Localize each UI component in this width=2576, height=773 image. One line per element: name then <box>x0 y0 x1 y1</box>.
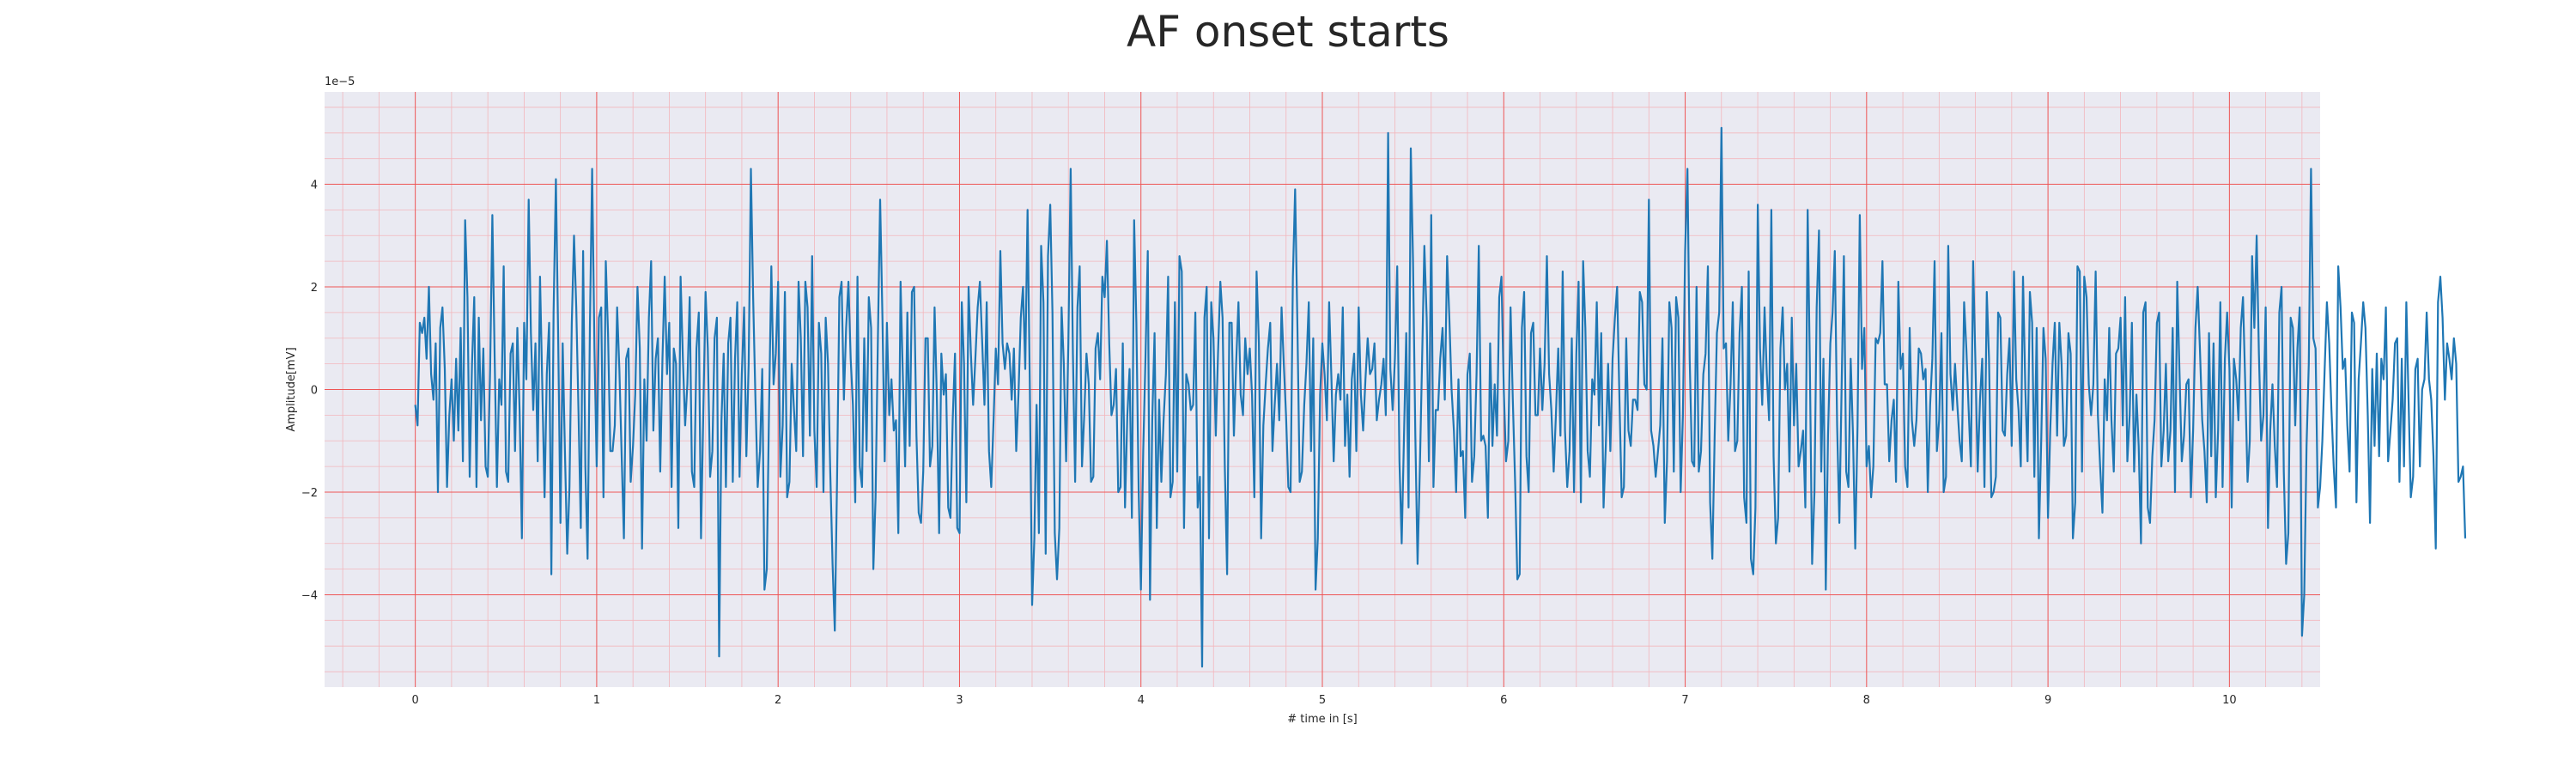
x-tick-label: 9 <box>2044 694 2051 707</box>
y-offset-text: 1e−5 <box>325 76 355 88</box>
y-tick-label: 4 <box>311 180 318 192</box>
y-tick-label: 0 <box>311 385 318 398</box>
x-tick-label: 2 <box>775 694 781 707</box>
x-tick-label: 0 <box>411 694 418 707</box>
x-tick-label: 5 <box>1319 694 1326 707</box>
x-tick-label: 6 <box>1500 694 1507 707</box>
x-tick-label: 10 <box>2222 694 2237 707</box>
series-layer <box>414 126 2467 668</box>
x-axis-label: # time in [s] <box>1287 713 1357 726</box>
y-tick-label: −4 <box>301 589 318 602</box>
tick-labels: 0 1 2 3 4 5 6 7 8 9 10 −4 −2 0 2 4 <box>301 180 2237 707</box>
y-tick-label: −2 <box>301 487 318 500</box>
y-axis-label: Amplitude[mV] <box>285 347 298 431</box>
x-tick-label: 8 <box>1863 694 1870 707</box>
ecg-signal-line <box>414 126 2467 668</box>
x-tick-label: 1 <box>593 694 600 707</box>
x-tick-label: 4 <box>1138 694 1145 707</box>
y-tick-label: 2 <box>311 282 318 295</box>
chart-title: AF onset starts <box>1127 7 1449 57</box>
x-tick-label: 7 <box>1681 694 1688 707</box>
x-tick-label: 3 <box>956 694 963 707</box>
